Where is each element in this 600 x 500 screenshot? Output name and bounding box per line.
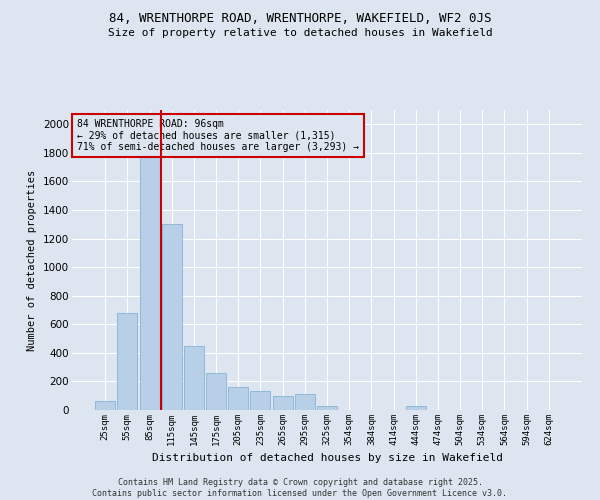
Bar (228, 387, 248, 410)
Bar (95, 402, 115, 410)
X-axis label: Distribution of detached houses by size in Wakefield: Distribution of detached houses by size … (151, 454, 503, 464)
Text: Size of property relative to detached houses in Wakefield: Size of property relative to detached ho… (107, 28, 493, 38)
Y-axis label: Number of detached properties: Number of detached properties (28, 170, 37, 350)
Bar (206, 373, 226, 410)
Bar (162, 224, 182, 410)
Bar (140, 140, 160, 410)
Bar (272, 396, 293, 410)
Bar (250, 392, 271, 410)
Bar (317, 406, 337, 410)
Bar (295, 394, 315, 410)
Text: 84, WRENTHORPE ROAD, WRENTHORPE, WAKEFIELD, WF2 0JS: 84, WRENTHORPE ROAD, WRENTHORPE, WAKEFIE… (109, 12, 491, 26)
Text: Contains HM Land Registry data © Crown copyright and database right 2025.
Contai: Contains HM Land Registry data © Crown c… (92, 478, 508, 498)
Bar (184, 346, 204, 410)
Text: 84 WRENTHORPE ROAD: 96sqm
← 29% of detached houses are smaller (1,315)
71% of se: 84 WRENTHORPE ROAD: 96sqm ← 29% of detac… (77, 119, 359, 152)
Bar (118, 313, 137, 410)
Bar (406, 406, 426, 410)
